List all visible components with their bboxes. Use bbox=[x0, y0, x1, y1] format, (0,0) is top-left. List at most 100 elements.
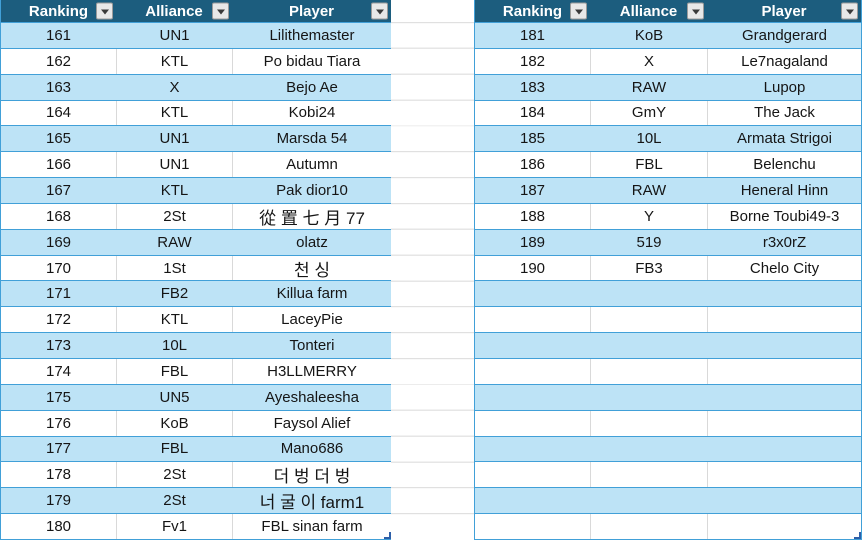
cell-ranking[interactable]: 183 bbox=[519, 78, 546, 96]
cell-player[interactable]: Lupop bbox=[763, 78, 806, 96]
cell-ranking[interactable] bbox=[475, 359, 590, 384]
cell-alliance[interactable] bbox=[590, 281, 707, 306]
cell-alliance[interactable]: UN5 bbox=[159, 388, 190, 406]
cell-player[interactable] bbox=[707, 437, 861, 462]
cell-alliance[interactable]: 1St bbox=[116, 255, 232, 281]
cell-player[interactable] bbox=[707, 514, 861, 539]
cell-player[interactable]: Kobi24 bbox=[232, 100, 391, 126]
cell-ranking[interactable]: 190 bbox=[519, 259, 546, 277]
cell-alliance[interactable]: 10L bbox=[636, 130, 662, 148]
cell-player[interactable]: Tonteri bbox=[289, 337, 335, 355]
cell-alliance[interactable]: 2St bbox=[116, 462, 232, 488]
table-resize-handle[interactable] bbox=[384, 532, 391, 539]
cell-ranking[interactable]: 169 bbox=[45, 233, 72, 251]
cell-player[interactable] bbox=[707, 410, 861, 436]
cell-ranking[interactable]: 181 bbox=[519, 26, 546, 44]
filter-dropdown-button[interactable] bbox=[570, 2, 587, 20]
cell-ranking[interactable] bbox=[475, 385, 590, 410]
cell-player[interactable]: r3x0rZ bbox=[762, 233, 807, 251]
cell-player[interactable]: Pak dior10 bbox=[276, 181, 348, 199]
cell-alliance[interactable]: RAW bbox=[157, 233, 192, 251]
cell-alliance[interactable]: KoB bbox=[116, 410, 232, 436]
cell-alliance[interactable]: 2St bbox=[163, 492, 186, 510]
cell-alliance[interactable]: RAW bbox=[631, 181, 667, 199]
cell-player[interactable]: Armata Strigoi bbox=[736, 130, 833, 148]
cell-player[interactable]: Ayeshaleesha bbox=[265, 388, 359, 406]
cell-alliance[interactable]: RAW bbox=[631, 78, 667, 96]
cell-player[interactable]: The Jack bbox=[707, 100, 861, 126]
cell-alliance[interactable]: KTL bbox=[116, 48, 232, 74]
cell-player[interactable]: Lilithemaster bbox=[269, 26, 355, 44]
cell-ranking[interactable]: 163 bbox=[45, 78, 72, 96]
cell-ranking[interactable]: 161 bbox=[45, 26, 72, 44]
cell-alliance[interactable]: FBL bbox=[160, 440, 189, 458]
filter-dropdown-button[interactable] bbox=[687, 2, 704, 20]
cell-ranking[interactable] bbox=[475, 437, 590, 462]
column-header-ranking[interactable]: Ranking bbox=[1, 0, 116, 22]
cell-alliance[interactable]: KoB bbox=[634, 26, 664, 44]
cell-player[interactable]: LaceyPie bbox=[232, 307, 391, 333]
cell-player[interactable] bbox=[707, 281, 861, 306]
cell-ranking[interactable]: 173 bbox=[45, 337, 72, 355]
cell-ranking[interactable]: 174 bbox=[45, 362, 72, 380]
cell-player[interactable]: 從 置 七 月 77 bbox=[232, 203, 391, 229]
cell-ranking[interactable]: 182 bbox=[519, 52, 546, 70]
cell-alliance[interactable]: FBL bbox=[590, 152, 707, 178]
cell-player[interactable]: Borne Toubi49-3 bbox=[707, 203, 861, 229]
cell-ranking[interactable] bbox=[475, 281, 590, 306]
cell-player[interactable]: Marsda 54 bbox=[276, 130, 348, 148]
cell-player[interactable]: 천 싱 bbox=[232, 255, 391, 281]
cell-alliance[interactable]: Y bbox=[590, 203, 707, 229]
cell-ranking[interactable]: 179 bbox=[45, 492, 72, 510]
cell-alliance[interactable]: UN1 bbox=[159, 130, 190, 148]
cell-alliance[interactable] bbox=[590, 514, 707, 539]
cell-alliance[interactable]: 2St bbox=[116, 203, 232, 229]
cell-player[interactable]: Bejo Ae bbox=[286, 78, 338, 96]
cell-alliance[interactable] bbox=[590, 333, 707, 358]
cell-ranking[interactable]: 164 bbox=[45, 104, 72, 122]
cell-alliance[interactable]: 10L bbox=[161, 337, 188, 355]
cell-alliance[interactable]: GmY bbox=[590, 100, 707, 126]
cell-player[interactable] bbox=[707, 462, 861, 488]
cell-player[interactable]: olatz bbox=[296, 233, 328, 251]
cell-alliance[interactable] bbox=[590, 307, 707, 333]
cell-ranking[interactable] bbox=[475, 514, 590, 539]
cell-player[interactable] bbox=[707, 488, 861, 513]
cell-alliance[interactable]: FB3 bbox=[590, 255, 707, 281]
cell-ranking[interactable]: 177 bbox=[45, 440, 72, 458]
cell-alliance[interactable]: KTL bbox=[116, 307, 232, 333]
cell-ranking[interactable]: 178 bbox=[45, 466, 72, 484]
cell-ranking[interactable]: 166 bbox=[45, 156, 72, 174]
cell-player[interactable]: Po bidau Tiara bbox=[232, 48, 391, 74]
cell-ranking[interactable]: 187 bbox=[519, 181, 546, 199]
filter-dropdown-button[interactable] bbox=[212, 2, 229, 20]
cell-alliance[interactable] bbox=[590, 437, 707, 462]
cell-ranking[interactable]: 167 bbox=[45, 181, 72, 199]
cell-player[interactable] bbox=[707, 358, 861, 384]
cell-alliance[interactable] bbox=[590, 410, 707, 436]
cell-player[interactable]: H3LLMERRY bbox=[232, 358, 391, 384]
cell-ranking[interactable]: 184 bbox=[519, 104, 546, 122]
cell-alliance[interactable] bbox=[590, 385, 707, 410]
cell-alliance[interactable]: FB2 bbox=[160, 285, 189, 303]
cell-alliance[interactable]: KTL bbox=[116, 100, 232, 126]
filter-dropdown-button[interactable] bbox=[371, 2, 388, 20]
cell-player[interactable]: 더 벙 더 벙 bbox=[232, 462, 391, 488]
column-header-alliance[interactable]: Alliance bbox=[590, 0, 707, 22]
cell-ranking[interactable]: 176 bbox=[45, 414, 72, 432]
cell-alliance[interactable] bbox=[590, 488, 707, 513]
cell-alliance[interactable]: UN1 bbox=[116, 152, 232, 178]
column-header-ranking[interactable]: Ranking bbox=[475, 0, 590, 22]
cell-player[interactable]: Chelo City bbox=[707, 255, 861, 281]
cell-ranking[interactable]: 162 bbox=[45, 52, 72, 70]
cell-ranking[interactable]: 172 bbox=[45, 311, 72, 329]
cell-ranking[interactable]: 189 bbox=[519, 233, 546, 251]
cell-ranking[interactable]: 185 bbox=[519, 130, 546, 148]
cell-player[interactable] bbox=[707, 307, 861, 333]
cell-alliance[interactable] bbox=[590, 358, 707, 384]
cell-ranking[interactable]: 170 bbox=[45, 259, 72, 277]
cell-player[interactable]: Mano686 bbox=[280, 440, 344, 458]
cell-ranking[interactable]: 168 bbox=[45, 207, 72, 225]
cell-alliance[interactable]: KTL bbox=[160, 181, 189, 199]
cell-player[interactable]: FBL sinan farm bbox=[232, 514, 391, 539]
